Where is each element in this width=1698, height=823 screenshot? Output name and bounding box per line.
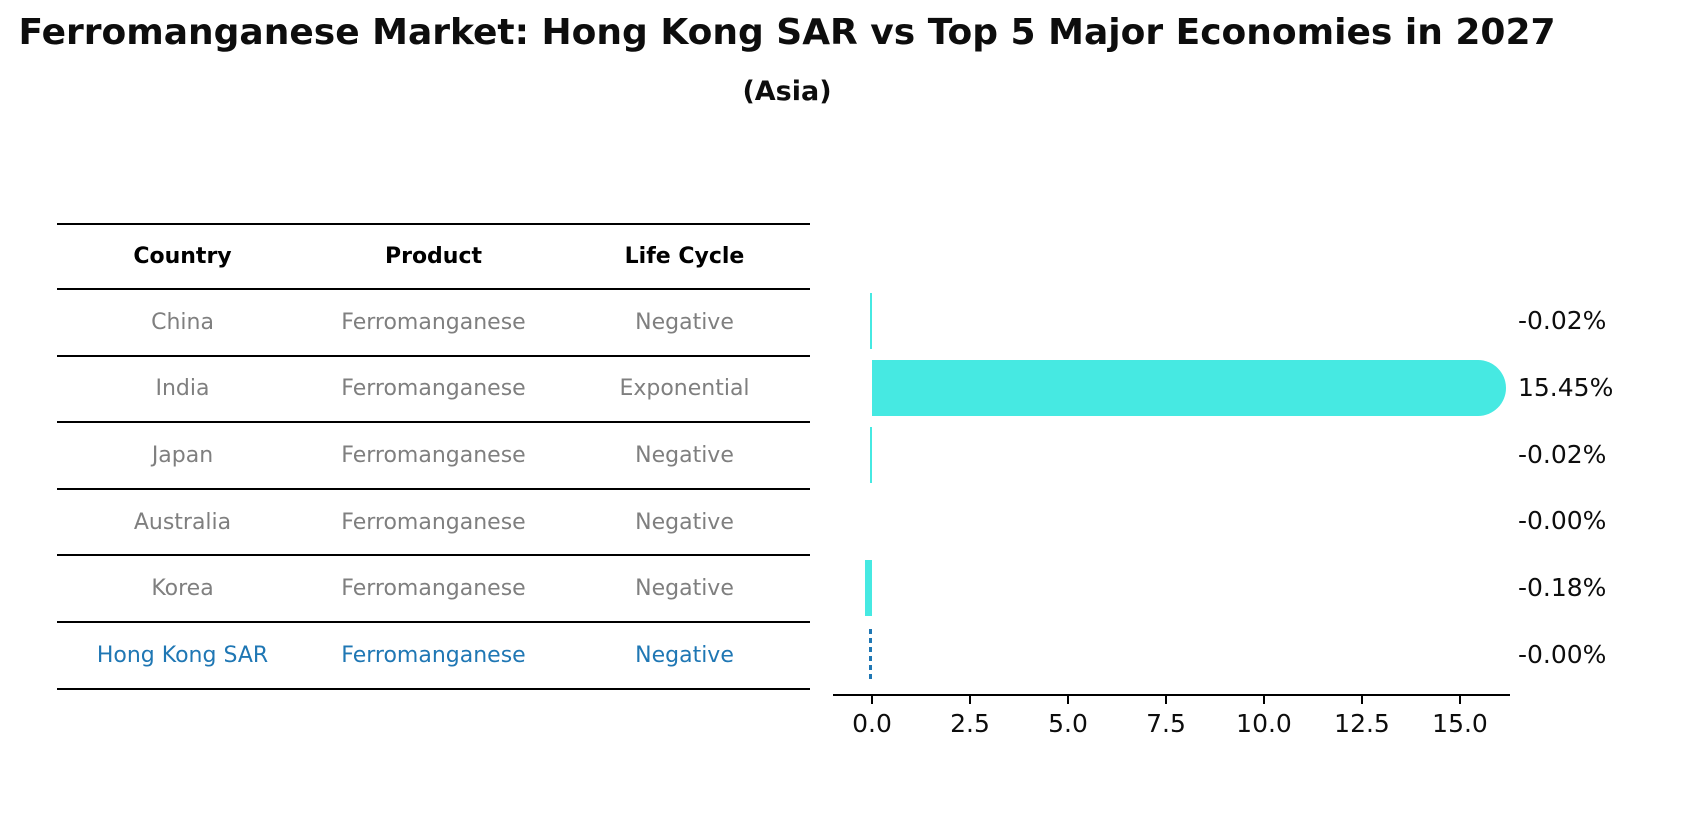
x-axis-tick <box>1459 696 1461 704</box>
table-header-row: Country Product Life Cycle <box>57 225 810 290</box>
value-label-australia: -0.00% <box>1518 506 1607 536</box>
cell-country: Japan <box>151 442 214 468</box>
table-row-australia: Australia Ferromanganese Negative <box>57 490 810 557</box>
bar-india <box>872 359 1506 416</box>
cell-country: India <box>155 376 210 402</box>
x-tick-label: 2.5 <box>950 709 990 738</box>
cell-life-cycle: Negative <box>635 576 734 602</box>
table-row-india: India Ferromanganese Exponential <box>57 357 810 424</box>
table-row-china: China Ferromanganese Negative <box>57 290 810 357</box>
cell-product: Ferromanganese <box>341 642 526 668</box>
cell-country: China <box>151 309 214 335</box>
x-tick-label: 5.0 <box>1048 709 1088 738</box>
x-tick-label: 12.5 <box>1334 709 1390 738</box>
cell-product: Ferromanganese <box>341 309 526 335</box>
value-label-india: 15.45% <box>1518 372 1614 402</box>
column-header-country: Country <box>133 244 232 269</box>
x-tick-label: 7.5 <box>1146 709 1186 738</box>
x-axis-line <box>833 694 1510 696</box>
x-tick-label: 15.0 <box>1432 709 1488 738</box>
value-label-china: -0.02% <box>1518 306 1607 336</box>
x-axis-tick <box>969 696 971 704</box>
table-row-korea: Korea Ferromanganese Negative <box>57 556 810 623</box>
x-axis-tick <box>1165 696 1167 704</box>
cell-life-cycle: Exponential <box>619 376 750 402</box>
x-tick-label: 0.0 <box>852 709 892 738</box>
x-axis-tick <box>871 696 873 704</box>
chart-subtitle: (Asia) <box>742 76 832 107</box>
cell-country: Korea <box>151 576 214 602</box>
x-axis-tick <box>1067 696 1069 704</box>
cell-product: Ferromanganese <box>341 442 526 468</box>
x-axis-tick <box>1361 696 1363 704</box>
column-header-product: Product <box>384 244 483 269</box>
bar-japan <box>869 426 872 483</box>
cell-country: Australia <box>133 509 232 535</box>
country-table: Country Product Life Cycle China Ferroma… <box>57 223 810 690</box>
cell-life-cycle: Negative <box>635 642 734 668</box>
cell-product: Ferromanganese <box>341 576 526 602</box>
cell-life-cycle: Negative <box>635 509 734 535</box>
cell-product: Ferromanganese <box>341 509 526 535</box>
cell-life-cycle: Negative <box>635 442 734 468</box>
bar-hong-kong-sar <box>869 628 872 681</box>
value-label-korea: -0.18% <box>1518 572 1607 602</box>
value-label-hong-kong-sar: -0.00% <box>1518 639 1607 669</box>
cell-country: Hong Kong SAR <box>96 642 269 668</box>
chart-title: Ferromanganese Market: Hong Kong SAR vs … <box>18 12 1556 53</box>
bar-korea <box>864 559 872 616</box>
cell-product: Ferromanganese <box>341 376 526 402</box>
x-tick-label: 10.0 <box>1236 709 1292 738</box>
cell-life-cycle: Negative <box>635 309 734 335</box>
x-axis-tick <box>1263 696 1265 704</box>
value-label-japan: -0.02% <box>1518 439 1607 469</box>
table-row-hong-kong-sar: Hong Kong SAR Ferromanganese Negative <box>57 623 810 690</box>
table-row-japan: Japan Ferromanganese Negative <box>57 423 810 490</box>
bar-china <box>869 293 872 350</box>
column-header-life-cycle: Life Cycle <box>624 244 745 269</box>
